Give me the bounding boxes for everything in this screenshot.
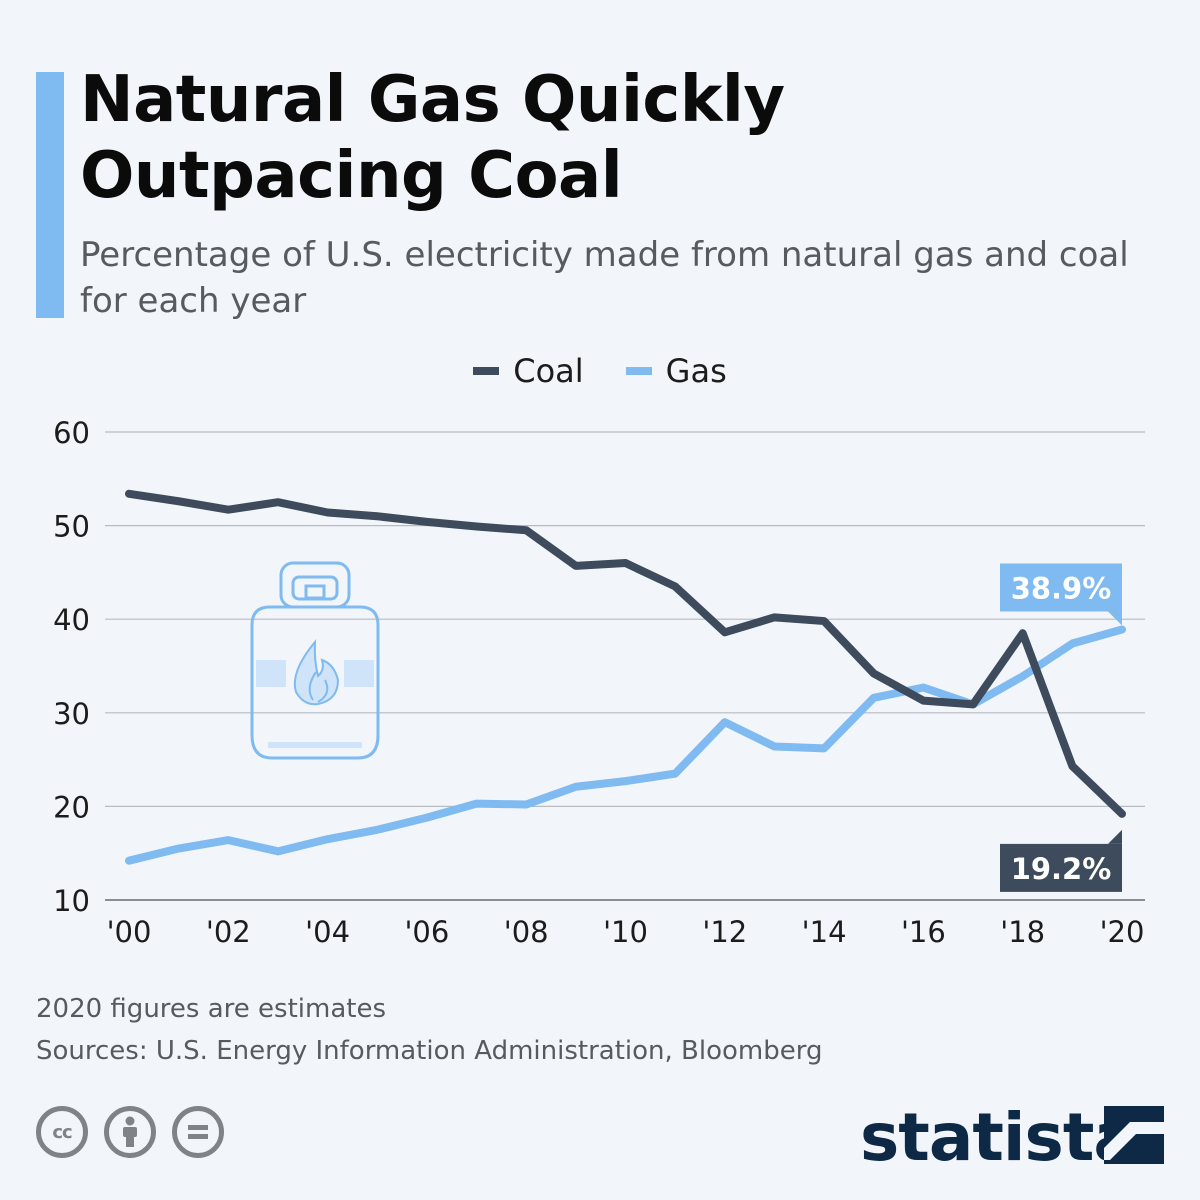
series-line-gas [125, 625, 1126, 865]
legend-swatch-coal [473, 367, 500, 375]
cc-label: cc [52, 1121, 72, 1143]
end-label-text: 19.2% [1011, 852, 1112, 886]
attribution-icon[interactable] [104, 1106, 156, 1158]
legend-item-coal: Coal [473, 352, 584, 390]
legend-swatch-gas [625, 367, 652, 375]
x-tick-label: '08 [504, 915, 549, 949]
x-tick-label: '04 [305, 915, 350, 949]
gas-tank-icon [250, 561, 380, 760]
series-line-coal [125, 489, 1126, 818]
legend-label-coal: Coal [513, 352, 584, 390]
series-lines [125, 489, 1126, 865]
license-icons: cc [36, 1106, 224, 1158]
x-tick-label: '14 [802, 915, 847, 949]
sources-note: Sources: U.S. Energy Information Adminis… [36, 1036, 823, 1066]
chart-title: Natural Gas Quickly Outpacing Coal [80, 63, 785, 213]
chart-subtitle: Percentage of U.S. electricity made from… [80, 235, 1129, 321]
chart-notes: 2020 figures are estimates Sources: U.S.… [36, 988, 1136, 1072]
y-tick-label: 20 [53, 790, 90, 824]
x-tick-label: '20 [1100, 915, 1145, 949]
x-tick-label: '02 [206, 915, 251, 949]
y-axis-ticks: 10 20 30 40 50 60 [53, 416, 90, 918]
end-label-coal: 19.2% [1000, 829, 1122, 892]
y-tick-label: 30 [53, 697, 90, 731]
statista-brand[interactable]: statista [860, 1099, 1138, 1176]
legend: Coal Gas [0, 352, 1200, 390]
end-label-gas: 38.9% [1000, 563, 1122, 626]
x-tick-label: '06 [404, 915, 449, 949]
y-tick-label: 10 [53, 884, 90, 918]
legend-item-gas: Gas [625, 352, 727, 390]
y-tick-label: 40 [53, 603, 90, 637]
x-tick-label: '18 [1000, 915, 1045, 949]
y-tick-label: 60 [53, 416, 90, 450]
title-accent-bar [36, 72, 64, 318]
estimate-note: 2020 figures are estimates [36, 994, 386, 1024]
cc-icon[interactable]: cc [36, 1106, 88, 1158]
x-tick-label: '00 [107, 915, 152, 949]
end-label-text: 38.9% [1011, 571, 1112, 605]
x-tick-label: '16 [901, 915, 946, 949]
person-glyph [123, 1116, 137, 1147]
x-tick-label: '10 [603, 915, 648, 949]
grid [105, 431, 1145, 901]
statista-logo-icon [1104, 1106, 1164, 1164]
end-value-labels: 38.9% 19.2% [1000, 563, 1122, 892]
legend-label-gas: Gas [665, 352, 727, 390]
no-derivatives-icon[interactable] [172, 1106, 224, 1158]
line-chart: 10 20 30 40 50 60 '00 '02 '04 '06 '08 '10 '12 '14 '16… [53, 416, 1145, 949]
equals-glyph [188, 1125, 208, 1139]
x-tick-label: '12 [702, 915, 747, 949]
x-axis-ticks: '00 '02 '04 '06 '08 '10 '12 '14 '16 '18 '20 [107, 915, 1145, 949]
y-tick-label: 50 [53, 510, 90, 544]
